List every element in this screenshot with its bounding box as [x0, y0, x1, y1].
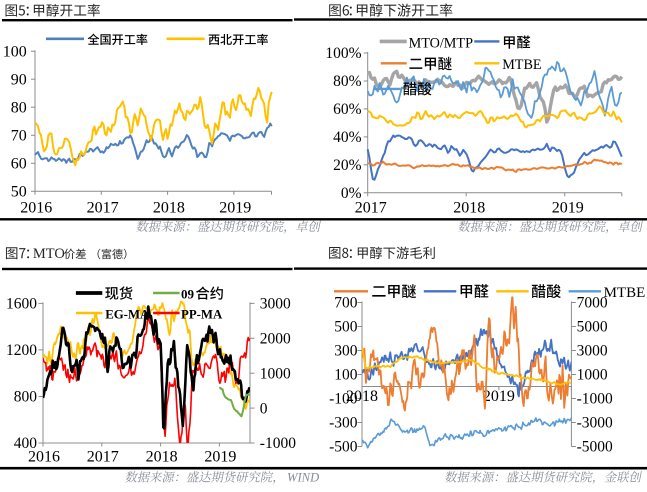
svg-text:2016: 2016 — [20, 199, 52, 216]
svg-text:2018: 2018 — [146, 449, 178, 466]
svg-text:90: 90 — [11, 71, 27, 88]
svg-text:20%: 20% — [333, 157, 362, 174]
svg-text:-1000: -1000 — [260, 435, 296, 452]
svg-text:300: 300 — [334, 343, 358, 360]
svg-text:0: 0 — [260, 400, 268, 417]
svg-text:60%: 60% — [333, 101, 362, 118]
svg-text:60: 60 — [11, 156, 27, 173]
svg-text:WIND: WIND — [287, 471, 319, 485]
svg-text:2018: 2018 — [346, 388, 378, 405]
svg-text:2018: 2018 — [453, 199, 485, 216]
svg-text:2000: 2000 — [260, 331, 291, 348]
svg-text:1000: 1000 — [577, 367, 608, 384]
svg-text:80: 80 — [11, 99, 27, 116]
svg-text:-300: -300 — [329, 415, 358, 432]
svg-text:1200: 1200 — [6, 342, 37, 359]
svg-text:500: 500 — [334, 319, 358, 336]
svg-text:MTO/MTP: MTO/MTP — [409, 35, 473, 51]
svg-text:2017: 2017 — [87, 199, 119, 216]
svg-text:-3000: -3000 — [577, 415, 613, 432]
svg-text:MTBE: MTBE — [502, 57, 541, 73]
svg-text:2019: 2019 — [219, 199, 251, 216]
svg-text:MTO: MTO — [33, 246, 65, 262]
svg-text:2016: 2016 — [28, 449, 60, 466]
svg-text:2019: 2019 — [483, 388, 515, 405]
svg-text:40%: 40% — [333, 129, 362, 146]
svg-text:800: 800 — [14, 389, 38, 406]
svg-text:MTBE: MTBE — [604, 285, 646, 301]
svg-text:0%: 0% — [341, 185, 362, 202]
svg-text:5000: 5000 — [577, 319, 608, 336]
svg-text:70: 70 — [11, 128, 27, 145]
svg-text:3000: 3000 — [577, 343, 608, 360]
svg-text:50: 50 — [11, 184, 27, 201]
svg-text:700: 700 — [334, 295, 358, 312]
svg-text:-5000: -5000 — [577, 439, 613, 456]
svg-text:1000: 1000 — [260, 365, 291, 382]
svg-text:09: 09 — [181, 286, 195, 301]
svg-text:2017: 2017 — [355, 199, 387, 216]
svg-text:-1000: -1000 — [577, 391, 613, 408]
svg-text:2019: 2019 — [204, 449, 236, 466]
svg-text:7000: 7000 — [577, 295, 608, 312]
svg-text:2018: 2018 — [153, 199, 185, 216]
svg-text:100: 100 — [334, 367, 358, 384]
svg-text:PP-MA: PP-MA — [181, 307, 223, 321]
svg-text:1600: 1600 — [6, 296, 37, 313]
svg-text:100%: 100% — [325, 45, 361, 62]
svg-text:100: 100 — [3, 43, 27, 60]
svg-text:-500: -500 — [329, 439, 358, 456]
svg-text:2017: 2017 — [87, 449, 119, 466]
svg-text:400: 400 — [14, 435, 38, 452]
svg-text:2019: 2019 — [552, 199, 584, 216]
svg-text:-100: -100 — [329, 391, 358, 408]
svg-text:3000: 3000 — [260, 296, 291, 313]
svg-text:EG-MA: EG-MA — [105, 307, 150, 321]
svg-text:80%: 80% — [333, 73, 362, 90]
